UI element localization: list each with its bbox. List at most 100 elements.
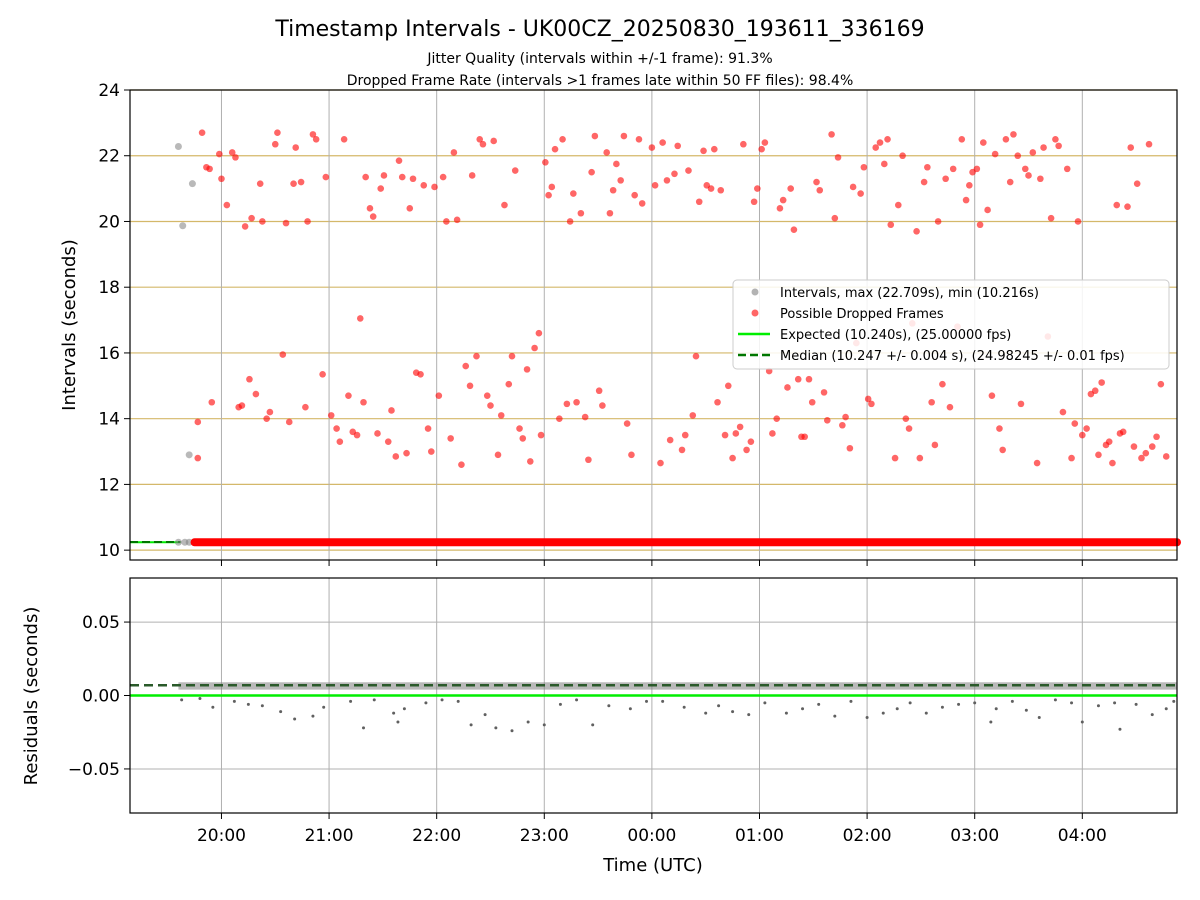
dropped-frame-point <box>462 362 470 370</box>
residual-point <box>1024 708 1028 712</box>
residual-point <box>362 726 366 730</box>
dropped-frame-point <box>252 390 260 398</box>
dropped-frame-point <box>872 144 880 151</box>
residual-point <box>881 711 885 715</box>
dropped-frame-point <box>659 139 666 146</box>
dropped-frame-point <box>238 402 246 409</box>
dropped-frame-point <box>271 140 279 148</box>
dropped-frame-point <box>657 459 664 467</box>
dropped-frame-point <box>312 136 320 143</box>
dropped-frame-point <box>336 438 344 445</box>
residual-point <box>908 701 912 705</box>
dropped-frame-point <box>395 157 403 164</box>
residual-point <box>402 707 406 711</box>
residual-point <box>424 701 428 705</box>
residual-point <box>542 723 546 727</box>
dropped-frame-point <box>988 392 996 399</box>
dropped-frame-point <box>377 185 385 192</box>
dropped-frame-point <box>218 175 225 183</box>
dropped-frame-point <box>895 201 902 209</box>
dropped-frame-point <box>776 205 784 212</box>
dropped-frame-point <box>573 398 580 406</box>
dropped-frame-point <box>424 425 432 432</box>
residuals-y-tick-label: −0.05 <box>68 760 120 780</box>
dropped-frame-point <box>388 407 395 414</box>
residual-point <box>682 705 686 709</box>
dropped-frame-point <box>934 218 942 225</box>
dropped-frame-point <box>991 150 999 158</box>
dropped-frame-point <box>505 380 513 388</box>
dropped-frame-point <box>290 180 297 187</box>
dropped-frame-point <box>729 454 736 462</box>
dropped-frame-point <box>805 375 813 383</box>
dropped-frame-point <box>790 226 798 233</box>
dropped-frame-point <box>392 453 400 460</box>
dropped-frame-point <box>884 136 891 143</box>
dropped-frame-point <box>613 160 620 168</box>
dropped-frame-point <box>984 206 991 214</box>
dropped-frame-point <box>285 418 293 426</box>
dropped-frame-point <box>635 136 643 143</box>
x-tick-label: 20:00 <box>197 826 246 846</box>
residual-point <box>322 705 326 709</box>
dropped-frame-point <box>443 218 450 225</box>
intervals-y-tick-label: 12 <box>98 475 120 495</box>
legend-dropped-label: Possible Dropped Frames <box>780 307 944 322</box>
dropped-frame-point <box>834 154 842 161</box>
dropped-frame-point <box>556 415 563 422</box>
dropped-frame-point <box>1002 136 1010 143</box>
residual-point <box>645 699 649 703</box>
legend-intervals-label: Intervals, max (22.709s), min (10.216s) <box>780 286 1039 301</box>
residuals-y-ticks: −0.05 0.00 0.05 <box>68 613 130 780</box>
intervals-y-ticks: 10 12 14 16 18 20 22 24 <box>98 81 130 561</box>
dropped-frame-point <box>1153 433 1160 441</box>
dropped-frame-point <box>302 403 309 411</box>
intervals-y-tick-label: 10 <box>98 541 120 561</box>
residual-point <box>591 723 595 727</box>
residual-point <box>1070 701 1074 705</box>
residual-point <box>747 713 751 717</box>
dropped-frame-point <box>1113 201 1121 209</box>
dropped-frame-point <box>620 132 628 140</box>
dropped-frame-point <box>309 131 317 138</box>
dropped-frame-point <box>542 159 549 166</box>
dropped-frame-point <box>1074 218 1082 225</box>
residual-point <box>1037 716 1041 720</box>
dropped-frame-point <box>1029 149 1037 156</box>
dropped-frame-point <box>476 136 484 143</box>
dropped-frame-point <box>435 392 443 399</box>
dropped-frame-point <box>494 451 502 459</box>
dropped-frame-point <box>279 351 287 358</box>
residual-point <box>1010 699 1014 703</box>
dropped-frame-point <box>194 418 202 426</box>
dropped-frame-point <box>523 366 531 373</box>
interval-point <box>185 538 193 546</box>
dropped-frame-point <box>769 430 776 437</box>
dropped-frame-point <box>585 456 592 464</box>
dropped-frame-point <box>831 214 839 222</box>
dropped-frame-point <box>417 371 424 378</box>
dropped-frame-point <box>439 173 447 181</box>
residual-point <box>526 720 530 724</box>
residuals-reference-lines <box>130 683 1177 697</box>
dropped-frame-point <box>842 413 849 421</box>
dropped-frame-point <box>846 444 854 452</box>
dropped-frame-point <box>651 182 659 189</box>
residuals-y-tick-label: 0.00 <box>82 687 120 707</box>
figure-subtitle-jitter: Jitter Quality (intervals within +/-1 fr… <box>426 51 772 67</box>
dropped-frame-point <box>996 425 1003 432</box>
dropped-frame-point <box>714 398 721 406</box>
dropped-frame-point <box>973 165 981 173</box>
dropped-frame-point <box>246 375 253 383</box>
dropped-frame-point <box>857 190 864 197</box>
residual-point <box>1096 704 1100 708</box>
residual-point <box>1134 702 1138 706</box>
residual-point <box>575 698 579 702</box>
residual-point <box>260 704 264 708</box>
dropped-frame-point <box>1025 172 1032 179</box>
dropped-frame-point <box>779 196 787 204</box>
dropped-frame-point <box>721 431 729 439</box>
dropped-frame-point <box>535 329 543 337</box>
intervals-y-tick-label: 18 <box>98 278 120 298</box>
residual-point <box>198 696 202 700</box>
